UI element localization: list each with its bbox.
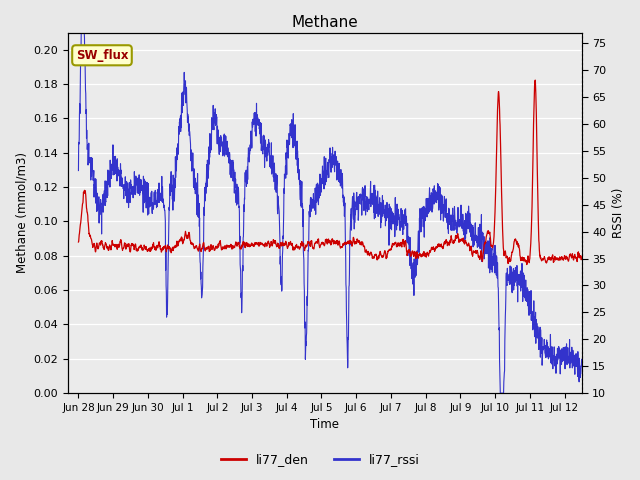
Y-axis label: Methane (mmol/m3): Methane (mmol/m3) bbox=[15, 152, 28, 273]
Legend: li77_den, li77_rssi: li77_den, li77_rssi bbox=[216, 448, 424, 471]
Title: Methane: Methane bbox=[292, 15, 358, 30]
Y-axis label: RSSI (%): RSSI (%) bbox=[612, 188, 625, 238]
Text: SW_flux: SW_flux bbox=[76, 49, 128, 62]
X-axis label: Time: Time bbox=[310, 419, 339, 432]
